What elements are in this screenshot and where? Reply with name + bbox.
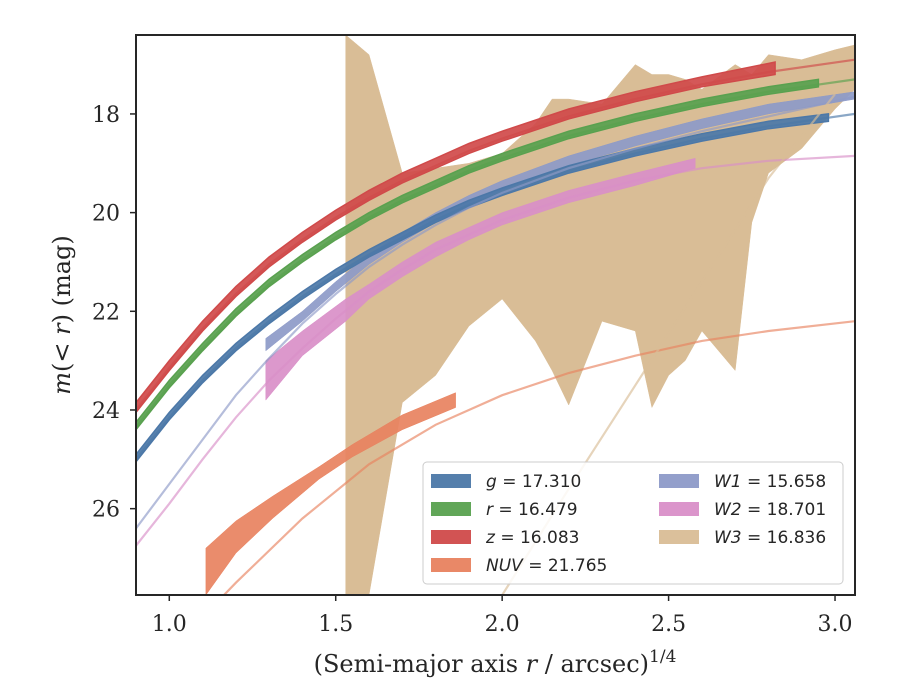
legend-label-r-16-479: r = 16.479: [486, 500, 578, 520]
band-r-16-479: [136, 78, 820, 431]
y-tick-label: 22: [92, 300, 120, 325]
legend-swatch-nuv-21-765: [431, 558, 471, 572]
y-tick-label: 24: [92, 399, 120, 424]
model-g-17-310: [136, 112, 855, 460]
y-tick-label: 20: [92, 202, 120, 227]
legend-swatch-w1-15-658: [659, 474, 699, 488]
band-w2-18-701: [265, 157, 696, 401]
y-axis-title: m(< r) (mag): [48, 235, 76, 395]
model-nuv-21-765: [222, 320, 855, 595]
legend-box: [422, 461, 844, 585]
plot-frame: [135, 34, 856, 596]
model-w2-18-701: [136, 154, 855, 547]
x-tick-label: 1.5: [318, 612, 353, 637]
model-w1-15-658: [136, 95, 855, 530]
legend-label-w2-18-701: W2 = 18.701: [714, 500, 826, 520]
x-tick-label: 1.0: [152, 612, 187, 637]
x-axis-title: (Semi-major axis r / arcsec)1/4: [314, 647, 677, 678]
band-z-16-083: [136, 61, 776, 414]
band-w3-16-836: [345, 35, 855, 595]
model-r-16-479: [136, 78, 855, 428]
legend-swatch-z-16-083: [431, 530, 471, 544]
legend: g = 17.310 r = 16.479 z = 16.083 NUV = 21.7…: [422, 461, 844, 585]
legend-label-z-16-083: z = 16.083: [485, 528, 579, 548]
band-g-17-310: [136, 113, 830, 464]
model-z-16-083: [136, 58, 855, 411]
legend-label-w1-15-658: W1 = 15.658: [714, 472, 826, 492]
band-nuv-21-765: [205, 392, 456, 595]
legend-label-w3-16-836: W3 = 16.836: [714, 528, 826, 548]
y-tick-label: 26: [92, 498, 120, 523]
legend-swatch-r-16-479: [431, 502, 471, 516]
x-tick-label: 2.0: [485, 612, 520, 637]
legend-label-g-17-310: g = 17.310: [486, 472, 581, 492]
legend-label-nuv-21-765: NUV = 21.765: [486, 556, 607, 576]
y-tick-label: 18: [92, 103, 120, 128]
legend-swatch-w3-16-836: [659, 530, 699, 544]
x-tick-label: 2.5: [651, 612, 686, 637]
x-tick-label: 3.0: [818, 612, 853, 637]
legend-swatch-g-17-310: [431, 474, 471, 488]
legend-swatch-w2-18-701: [659, 502, 699, 516]
